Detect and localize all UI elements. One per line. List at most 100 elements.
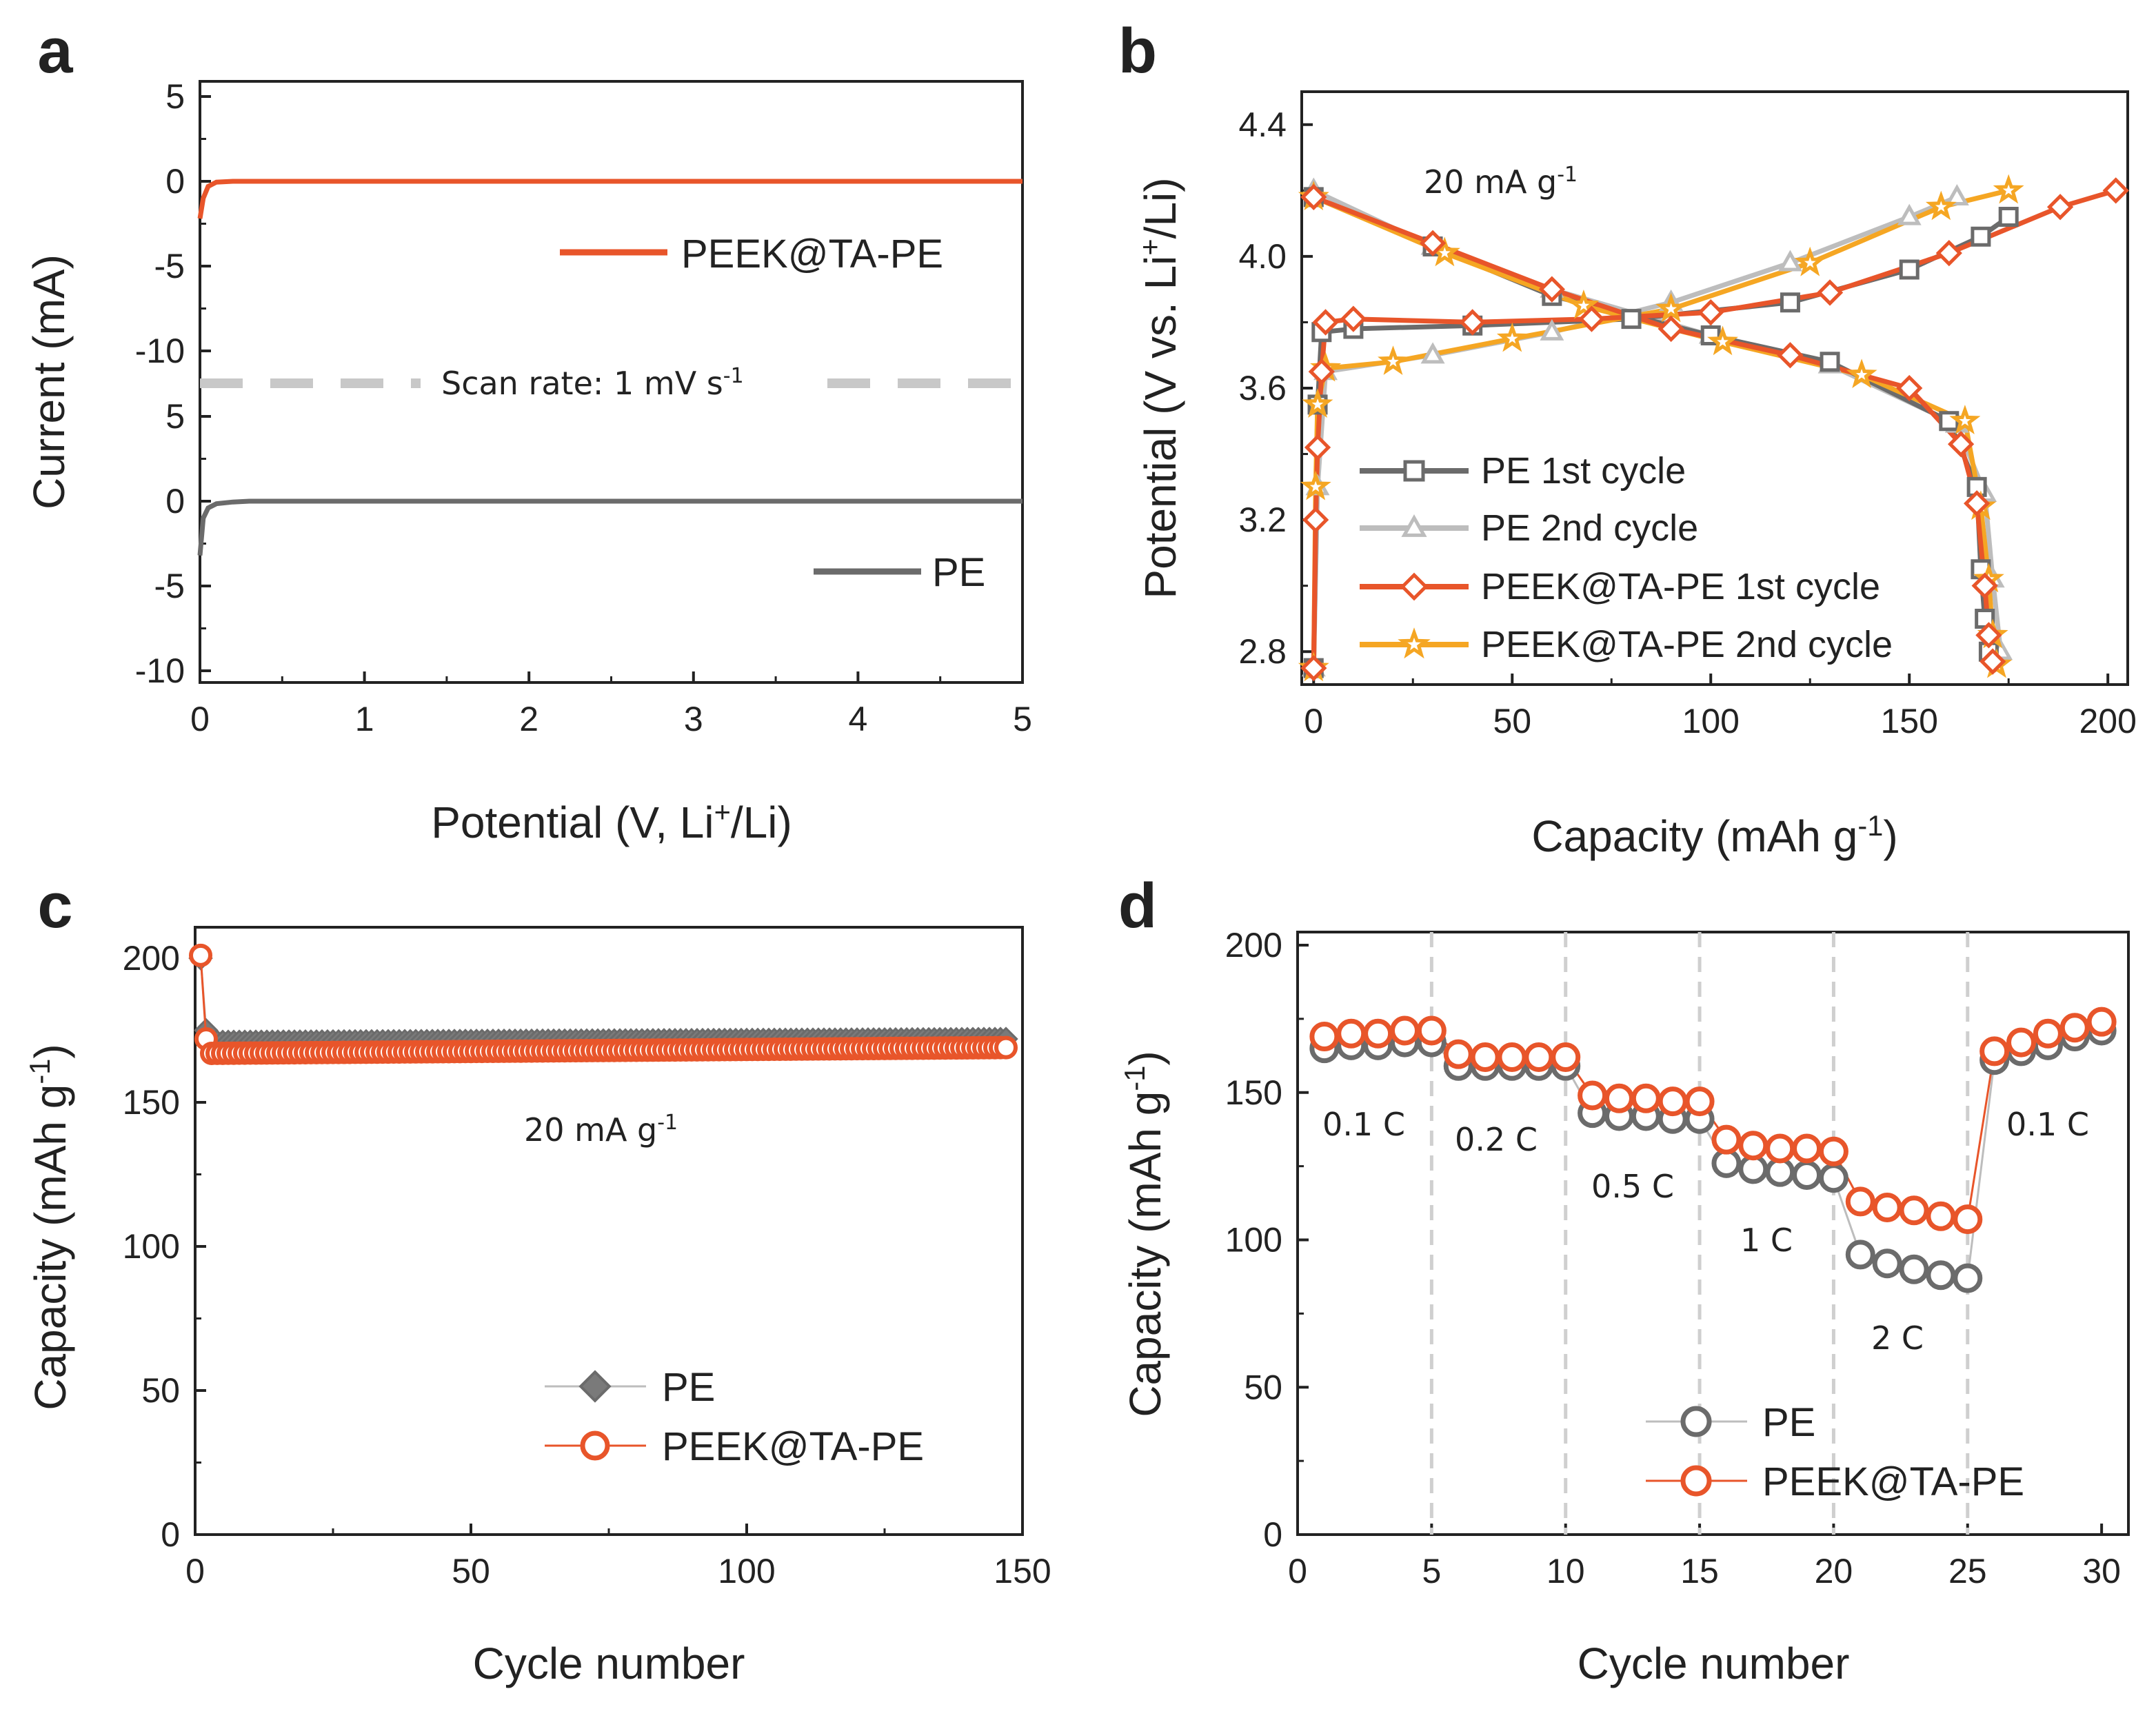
panel-d-xtick-label: 5 xyxy=(1422,1552,1441,1590)
panel-d-marker xyxy=(1845,1240,1875,1270)
panel-d-xtick-label: 0 xyxy=(1288,1552,1307,1590)
panel-b-marker xyxy=(1820,352,1840,372)
panel-b-marker xyxy=(1846,358,1877,388)
panel-b-xtick-label: 150 xyxy=(1881,702,1938,740)
panel-b-xtick-label: 0 xyxy=(1304,702,1323,740)
panel-a-lower-ytick-label: 5 xyxy=(165,397,185,436)
panel-b-marker xyxy=(1419,230,1447,256)
panel-d-marker xyxy=(1524,1042,1554,1072)
panel-d-marker xyxy=(1443,1039,1473,1069)
panel-b-ytick-label: 3.2 xyxy=(1238,500,1287,539)
panel-b-marker xyxy=(1568,289,1600,319)
panel-a-letter: a xyxy=(37,16,73,86)
panel-b-xtick-label: 50 xyxy=(1493,702,1531,740)
panel-a-series-pe-line xyxy=(197,498,1022,556)
panel-a-upper-ytick-label: 5 xyxy=(165,77,185,116)
panel-c-marker xyxy=(994,1035,1018,1060)
panel-d-marker xyxy=(1899,1254,1929,1284)
panel-c-ytick-label: 0 xyxy=(161,1515,180,1554)
panel-a-upper-ytick-label: 0 xyxy=(165,162,185,201)
panel-b-marker xyxy=(1697,299,1724,326)
panel-c-ylabel: Capacity (mAh g-1) xyxy=(23,1044,76,1410)
panel-b-legend-label: PE 2nd cycle xyxy=(1481,507,1698,549)
panel-c-xtick-label: 50 xyxy=(452,1552,490,1590)
panel-d-xlabel: Cycle number xyxy=(1578,1639,1850,1688)
panel-b-marker xyxy=(1707,325,1738,356)
panel-d-marker xyxy=(1765,1133,1795,1164)
panel-b-marker xyxy=(1939,411,1959,432)
panel-b-marker xyxy=(1420,342,1445,364)
panel-c: c 0 50 100 150 200 0 50 100 150 20 mA g-1 PE PEEK@TA… xyxy=(23,871,1051,1688)
panel-d-marker xyxy=(1926,1260,1956,1291)
panel-d-legend-label: PEEK@TA-PE xyxy=(1762,1459,2024,1504)
panel-b-marker xyxy=(1302,388,1333,418)
panel-d-marker xyxy=(1389,1015,1420,1046)
panel-b-marker xyxy=(1935,239,1962,267)
panel-d-marker xyxy=(1953,1263,1983,1293)
panel-d-marker xyxy=(2086,1007,2117,1037)
panel-c-marker xyxy=(189,943,212,967)
panel-d-marker xyxy=(1738,1131,1769,1161)
panel-d-xtick-label: 20 xyxy=(1815,1552,1853,1590)
panel-b-marker xyxy=(1658,315,1684,343)
panel-a-xtick-label: 5 xyxy=(1013,700,1032,738)
panel-b-marker xyxy=(1979,648,2006,675)
panel-b-legend-marker xyxy=(1403,460,1425,482)
panel-d-rate-label: 0.5 C xyxy=(1591,1168,1674,1205)
panel-d-rate-label: 2 C xyxy=(1871,1319,1924,1357)
panel-d-legend-marker xyxy=(1680,1465,1712,1497)
panel-c-current-annotation: 20 mA g-1 xyxy=(524,1111,678,1149)
panel-b-marker xyxy=(1971,226,1991,247)
panel-d-marker xyxy=(1336,1018,1367,1049)
panel-b-legend-label: PEEK@TA-PE 2nd cycle xyxy=(1481,624,1893,665)
panel-b-ytick-label: 4.4 xyxy=(1238,105,1287,144)
panel-b-marker xyxy=(1925,190,1957,221)
panel-b-ytick-label: 3.6 xyxy=(1238,369,1287,407)
panel-d-marker xyxy=(1738,1154,1769,1184)
panel-b-xtick-label: 100 xyxy=(1682,702,1740,740)
panel-d-marker xyxy=(1470,1042,1500,1072)
panel-d-marker xyxy=(1845,1186,1875,1217)
panel-b-marker xyxy=(1963,490,1991,517)
panel-b-marker xyxy=(1459,309,1486,336)
panel-a-xtick-label: 3 xyxy=(684,700,703,738)
panel-b-legend-marker xyxy=(1398,627,1431,659)
panel-d-marker xyxy=(1979,1036,2010,1066)
panel-b-marker xyxy=(1621,309,1642,330)
panel-b: b 2.8 3.2 3.6 4.0 4.4 0 50 100 150 200 20 mA g-1 PE … xyxy=(1118,16,2137,861)
panel-b-xlabel: Capacity (mAh g-1) xyxy=(1531,809,1897,862)
panel-c-legend-label: PE xyxy=(662,1365,715,1410)
panel-c-xtick-label: 150 xyxy=(994,1552,1051,1590)
panel-b-xtick-label: 200 xyxy=(2079,702,2136,740)
panel-d-marker xyxy=(1792,1133,1822,1164)
panel-a-xtick-label: 2 xyxy=(519,700,538,738)
panel-a-xtick-label: 1 xyxy=(355,700,374,738)
panel-b-marker xyxy=(1944,184,1969,205)
panel-b-marker xyxy=(1949,405,1981,434)
panel-d-marker xyxy=(1309,1022,1340,1052)
panel-b-marker xyxy=(1302,506,1329,534)
panel-a-lower-ytick-label: 0 xyxy=(165,482,185,520)
panel-b-marker xyxy=(1304,434,1331,461)
panel-b-marker xyxy=(1340,305,1367,332)
panel-d-marker xyxy=(1711,1148,1742,1178)
panel-b-legend-marker xyxy=(1401,514,1427,537)
panel-b-ylabel: Potential (V vs. Li+/Li) xyxy=(1134,177,1186,598)
panel-b-ytick-label: 4.0 xyxy=(1238,237,1287,276)
panel-d-marker xyxy=(1363,1018,1393,1049)
panel-d-marker xyxy=(1792,1160,1822,1190)
panel-d-ylabel: Capacity (mAh g-1) xyxy=(1118,1051,1171,1417)
panel-c-letter: c xyxy=(37,871,72,941)
panel-d-ytick-label: 150 xyxy=(1225,1073,1282,1112)
panel-d-ytick-label: 100 xyxy=(1225,1221,1282,1260)
panel-c-xtick-label: 100 xyxy=(718,1552,775,1590)
panel-b-marker xyxy=(1578,305,1605,332)
panel-d-rate-label: 1 C xyxy=(1740,1222,1793,1259)
panel-b-legend-marker xyxy=(1400,572,1429,601)
panel-c-xtick-label: 0 xyxy=(185,1552,205,1590)
panel-a-scan-rate-annotation: Scan rate: 1 mV s-1 xyxy=(441,364,744,403)
panel-d-xtick-label: 30 xyxy=(2082,1552,2121,1590)
panel-b-marker xyxy=(1899,259,1920,280)
panel-d-xtick-label: 25 xyxy=(1948,1552,1987,1590)
